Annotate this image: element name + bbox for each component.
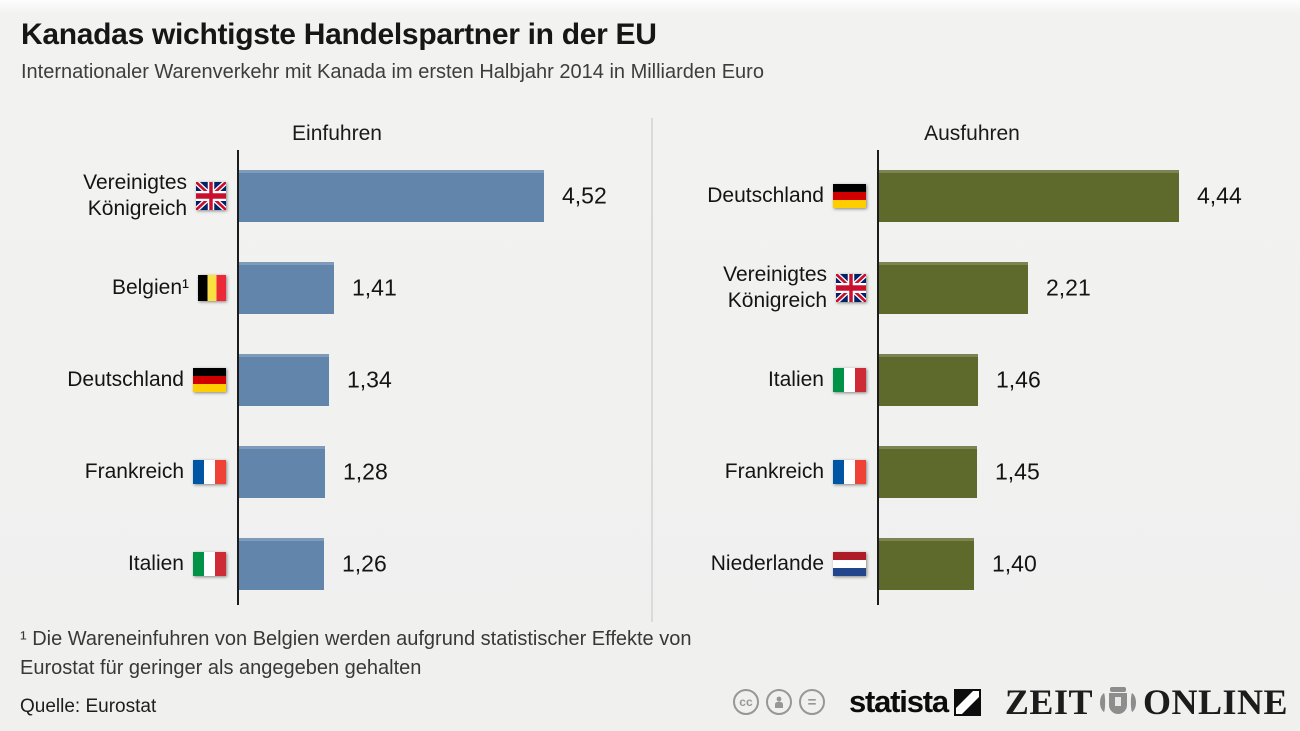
bar-value-label: 1,40 [992,550,1037,577]
bar-value-label: 2,21 [1046,274,1091,301]
footnote: ¹ Die Wareneinfuhren von Belgien werden … [20,625,691,683]
chart-einfuhren: Einfuhren Vereinigtes Königreich 4,52 Belg… [0,118,652,624]
bar [879,262,1028,314]
bar [879,446,977,498]
italy-flag-icon [833,368,866,392]
page-title: Kanadas wichtigste Handelspartner in der… [21,18,657,51]
zeit-online-logo[interactable]: ZEIT ONLINE [1005,681,1288,723]
country-label: Deutschland [67,368,184,391]
statista-square-icon [953,688,981,716]
country-label: Belgien¹ [111,276,189,299]
country-label: Frankreich [84,460,184,483]
bar [239,354,329,406]
bar-value-label: 4,52 [562,182,607,209]
cc-license-icons: cc = [732,689,825,715]
statista-wordmark: statista [848,684,949,719]
cc-by-icon[interactable] [765,689,792,715]
footnote-line-1: ¹ Die Wareneinfuhren von Belgien werden … [20,628,692,650]
bar [239,538,324,590]
cc-nd-icon[interactable]: = [798,689,825,715]
country-label: Deutschland [707,184,824,207]
netherlands-flag-icon [833,552,866,576]
category-label-group: Vereinigtes Königreich [0,170,226,222]
bar-value-label: 1,45 [995,458,1040,485]
category-label-group: Vereinigtes Königreich [652,262,866,314]
country-label: Vereinigtes Königreich [83,171,187,220]
germany-flag-icon [193,368,226,392]
belgium-flag-icon [198,275,226,301]
panel-divider [651,118,653,622]
category-label-group: Belgien¹ [0,262,226,314]
page-subtitle: Internationaler Warenverkehr mit Kanada … [21,61,764,83]
bar [239,170,544,222]
country-label: Vereinigtes Königreich [723,263,827,312]
y-axis-line [237,150,239,605]
country-label: Italien [127,552,184,575]
category-label-group: Italien [652,354,866,406]
category-label-group: Deutschland [652,170,866,222]
chart-title-einfuhren: Einfuhren [292,122,382,145]
footer-logos: cc = statista ZEIT [732,681,1288,723]
bar-value-label: 4,44 [1197,182,1242,209]
country-label: Niederlande [710,552,824,575]
bar-value-label: 1,28 [343,458,388,485]
footnote-line-2: Eurostat für geringer als angegeben geha… [20,657,422,679]
italy-flag-icon [193,552,226,576]
uk-flag-icon [836,274,866,302]
chart-row: Belgien¹ 1,41 [0,262,652,314]
chart-title-ausfuhren: Ausfuhren [924,122,1020,145]
chart-row: Italien 1,26 [0,538,652,590]
bar-value-label: 1,41 [352,274,397,301]
y-axis-line [877,150,879,605]
germany-flag-icon [833,184,866,208]
chart-row: Vereinigtes Königreich 4,52 [0,170,652,222]
bar-value-label: 1,26 [342,550,387,577]
bar [239,262,334,314]
country-label: Frankreich [724,460,824,483]
bar [879,538,974,590]
country-label: Italien [767,368,824,391]
france-flag-icon [833,460,866,484]
bar-value-label: 1,46 [996,366,1041,393]
category-label-group: Frankreich [0,446,226,498]
uk-flag-icon [196,182,226,210]
zeit-crest-icon [1096,685,1140,719]
category-label-group: Italien [0,538,226,590]
chart-ausfuhren: Ausfuhren Deutschland 4,44 Vereinigtes Kön… [652,118,1300,624]
source-label: Quelle: Eurostat [20,696,157,717]
chart-row: Italien 1,46 [652,354,1300,406]
statista-logo[interactable]: statista [849,684,981,720]
bar-rows: Deutschland 4,44 Vereinigtes Königreich 2,2… [652,118,1300,624]
bar [879,170,1179,222]
bar-rows: Vereinigtes Königreich 4,52 Belgien¹ 1,41 De… [0,118,652,624]
online-wordmark: ONLINE [1142,682,1288,722]
zeit-wordmark: ZEIT [1004,682,1093,722]
bar [879,354,978,406]
bar [239,446,325,498]
category-label-group: Niederlande [652,538,866,590]
chart-row: Frankreich 1,45 [652,446,1300,498]
chart-row: Niederlande 1,40 [652,538,1300,590]
category-label-group: Frankreich [652,446,866,498]
chart-row: Deutschland 4,44 [652,170,1300,222]
chart-row: Frankreich 1,28 [0,446,652,498]
category-label-group: Deutschland [0,354,226,406]
france-flag-icon [193,460,226,484]
cc-icon[interactable]: cc [732,689,759,715]
bar-value-label: 1,34 [347,366,392,393]
chart-row: Vereinigtes Königreich 2,21 [652,262,1300,314]
chart-row: Deutschland 1,34 [0,354,652,406]
